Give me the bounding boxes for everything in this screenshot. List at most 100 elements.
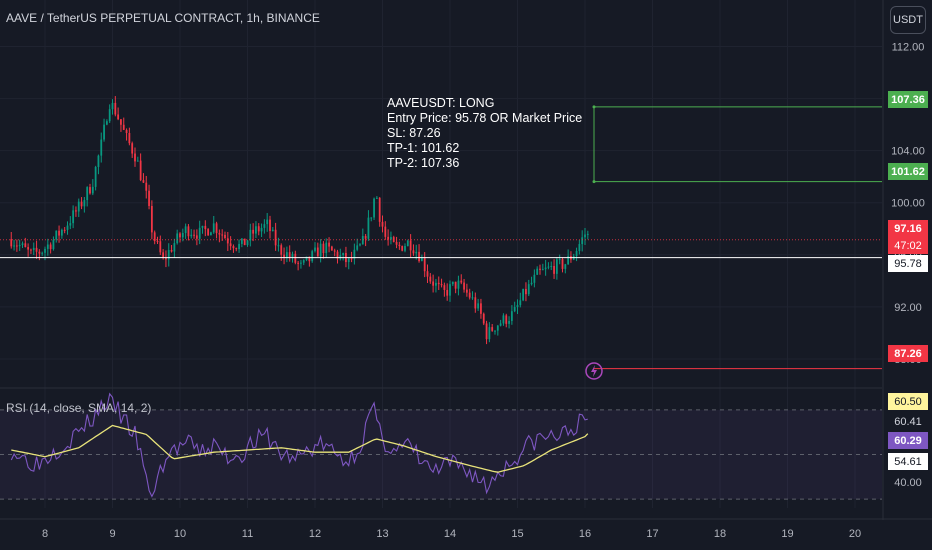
candle-body [406, 240, 409, 247]
candle-body [398, 244, 401, 247]
time-tick-label: 10 [174, 528, 186, 540]
candle-body [508, 320, 510, 324]
candle-body [471, 297, 474, 299]
candle-body [465, 289, 468, 293]
candle-body [586, 233, 589, 235]
candle-body [480, 303, 482, 314]
candle-body [567, 255, 570, 265]
candle-body [150, 205, 153, 233]
time-tick-label: 9 [109, 528, 115, 540]
candle-body [226, 238, 229, 244]
candle-body [255, 226, 257, 234]
time-tick-label: 8 [42, 528, 48, 540]
candle-body [111, 102, 114, 110]
candle-body [555, 259, 558, 274]
candle-body [266, 219, 269, 225]
alert-icon[interactable] [585, 362, 603, 380]
candle-body [325, 242, 328, 254]
candle-body [516, 305, 519, 308]
time-tick-label: 19 [781, 528, 793, 540]
price-grid [0, 0, 884, 520]
candle-body [176, 233, 179, 244]
candle-body [370, 217, 373, 219]
candle-body [533, 274, 536, 283]
candle-body [412, 250, 415, 254]
candle-body [561, 259, 564, 269]
note-line: AAVEUSDT: LONG [387, 96, 495, 110]
candle-body [283, 254, 285, 258]
candle-body [159, 241, 162, 253]
candle-body [18, 245, 21, 247]
candle-body [277, 245, 280, 247]
candle-body [153, 232, 156, 242]
candle-body [269, 219, 271, 231]
time-tick-label: 14 [444, 528, 456, 540]
candle-body [409, 240, 412, 251]
candle-body [510, 311, 513, 321]
candle-body [187, 226, 190, 237]
candle-body [100, 139, 103, 156]
candle-body [142, 180, 145, 183]
candle-body [435, 282, 437, 286]
candle-body [364, 236, 367, 239]
note-line: Entry Price: 95.78 OR Market Price [387, 111, 583, 125]
candle-body [513, 307, 516, 312]
candle-body [474, 297, 477, 309]
candle-body [539, 268, 541, 270]
candle-body [125, 129, 128, 133]
candle-body [167, 250, 170, 260]
candle-body [10, 239, 13, 247]
candle-body [69, 223, 72, 226]
candle-body [238, 243, 240, 250]
candle-body [302, 260, 305, 263]
candle-body [547, 266, 550, 268]
price-tick-label: 92.00 [894, 302, 922, 314]
note-line: SL: 87.26 [387, 126, 441, 140]
candlestick-series [10, 96, 589, 345]
candle-body [499, 323, 502, 326]
candle-body [145, 182, 148, 191]
candle-body [41, 252, 44, 254]
candle-body [578, 244, 581, 252]
candle-body [179, 233, 181, 238]
candle-body [356, 245, 359, 250]
candle-body [260, 227, 263, 232]
tp1-marker [592, 180, 596, 184]
candle-body [457, 280, 460, 289]
candle-body [429, 276, 432, 282]
candle-body [162, 252, 165, 259]
candle-body [367, 217, 370, 239]
candle-body [13, 245, 15, 247]
candle-body [173, 243, 176, 252]
candle-body [181, 233, 184, 238]
candle-body [415, 251, 418, 254]
candle-body [381, 221, 384, 227]
candle-body [77, 201, 80, 212]
time-tick-label: 12 [309, 528, 321, 540]
candle-body [108, 109, 111, 122]
entry-price-tag: 95.78 [888, 255, 928, 272]
rsi-indicator-label[interactable]: RSI (14, close, SMA, 14, 2) [6, 401, 152, 415]
candle-body [558, 259, 561, 261]
candle-body [328, 242, 330, 247]
candle-body [58, 230, 60, 236]
candle-body [451, 281, 454, 285]
candle-body [120, 119, 122, 125]
candle-body [72, 210, 75, 224]
candle-body [193, 234, 195, 236]
candle-body [134, 153, 136, 162]
candle-body [384, 226, 387, 237]
currency-button[interactable]: USDT [890, 6, 926, 34]
candle-body [212, 223, 215, 233]
candle-body [401, 246, 404, 251]
candle-body [224, 234, 226, 239]
candle-body [373, 198, 375, 218]
candle-body [387, 236, 390, 240]
candle-body [83, 200, 86, 207]
candle-body [229, 243, 232, 247]
candle-body [49, 244, 52, 250]
candle-body [240, 238, 243, 244]
candle-body [280, 245, 283, 255]
candle-body [584, 234, 586, 238]
